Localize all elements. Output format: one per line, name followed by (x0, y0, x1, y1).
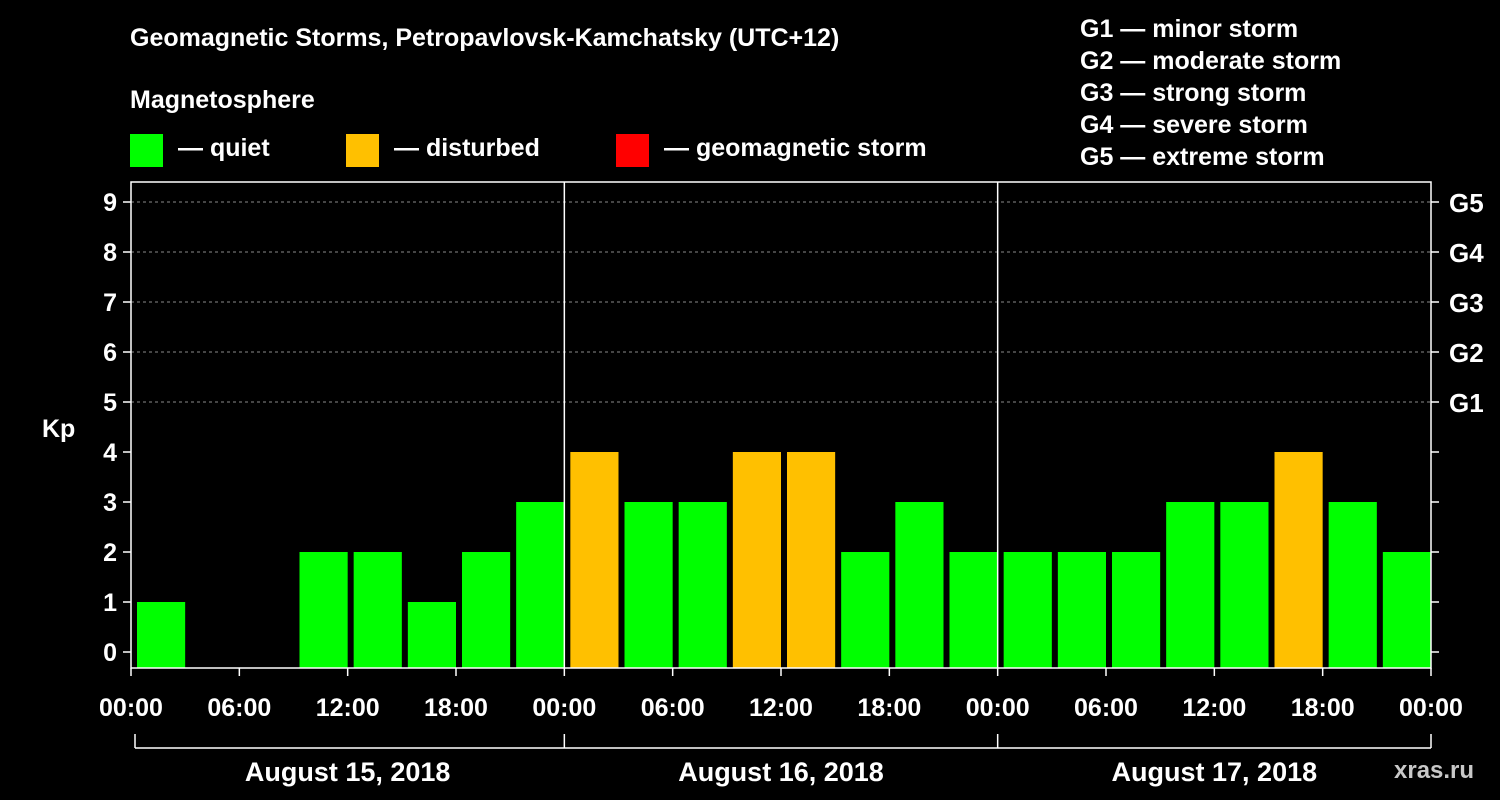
x-tick-label: 00:00 (99, 694, 163, 722)
x-tick-label: 12:00 (316, 694, 380, 722)
bar (1112, 552, 1161, 668)
legend-label-storm: — geomagnetic storm (664, 134, 927, 162)
chart-title: Geomagnetic Storms, Petropavlovsk-Kamcha… (130, 24, 840, 52)
storm-scale-g2: G2 — moderate storm (1080, 47, 1342, 75)
y-axis-label: Kp (42, 415, 76, 443)
watermark: xras.ru (1394, 757, 1475, 784)
y-tick-label: 5 (103, 389, 117, 417)
legend-label-quiet: — quiet (178, 134, 270, 162)
bar (299, 552, 348, 668)
bar (1220, 502, 1269, 668)
bar (732, 452, 781, 668)
storm-level-label: G2 (1449, 338, 1484, 368)
y-tick-label: 2 (103, 539, 117, 567)
bar (895, 502, 944, 668)
bar (137, 602, 186, 668)
y-tick-label: 1 (103, 589, 117, 617)
bar (624, 502, 673, 668)
x-tick-label: 06:00 (1074, 694, 1138, 722)
legend-label-disturbed: — disturbed (394, 134, 540, 162)
x-tick-label: 00:00 (532, 694, 596, 722)
legend-title: Magnetosphere (130, 86, 315, 114)
bar (1274, 452, 1323, 668)
storm-scale-g3: G3 — strong storm (1080, 79, 1307, 107)
bar (841, 552, 890, 668)
storm-scale-g1: G1 — minor storm (1080, 15, 1299, 43)
bar (1328, 502, 1377, 668)
x-tick-label: 18:00 (857, 694, 921, 722)
x-tick-label: 18:00 (1291, 694, 1355, 722)
legend-swatch-quiet (130, 134, 163, 167)
x-tick-label: 00:00 (966, 694, 1030, 722)
bar (1382, 552, 1431, 668)
x-tick-label: 06:00 (207, 694, 271, 722)
bar (462, 552, 511, 668)
y-tick-label: 3 (103, 489, 117, 517)
storm-level-label: G4 (1449, 238, 1484, 268)
storm-level-label: G1 (1449, 388, 1484, 418)
bar (787, 452, 836, 668)
day-label: August 17, 2018 (1112, 757, 1318, 787)
bar (1003, 552, 1052, 668)
x-tick-label: 06:00 (641, 694, 705, 722)
storm-level-label: G3 (1449, 288, 1484, 318)
day-label: August 16, 2018 (678, 757, 884, 787)
bar (949, 552, 998, 668)
bar (1166, 502, 1215, 668)
x-tick-label: 12:00 (1182, 694, 1246, 722)
legend-swatch-storm (616, 134, 649, 167)
bar (353, 552, 402, 668)
x-tick-label: 12:00 (749, 694, 813, 722)
bar (516, 502, 565, 668)
y-tick-label: 8 (103, 239, 117, 267)
bar (678, 502, 727, 668)
bar (407, 602, 456, 668)
storm-scale-g4: G4 — severe storm (1080, 111, 1308, 139)
x-tick-label: 00:00 (1399, 694, 1463, 722)
day-label: August 15, 2018 (245, 757, 451, 787)
bar (1057, 552, 1106, 668)
storm-scale-g5: G5 — extreme storm (1080, 143, 1325, 171)
legend-swatch-disturbed (346, 134, 379, 167)
bar (570, 452, 619, 668)
y-tick-label: 9 (103, 189, 117, 217)
x-tick-label: 18:00 (424, 694, 488, 722)
y-tick-label: 7 (103, 289, 117, 317)
y-tick-label: 6 (103, 339, 117, 367)
y-tick-label: 0 (103, 639, 117, 667)
storm-level-label: G5 (1449, 188, 1484, 218)
y-tick-label: 4 (103, 439, 117, 467)
